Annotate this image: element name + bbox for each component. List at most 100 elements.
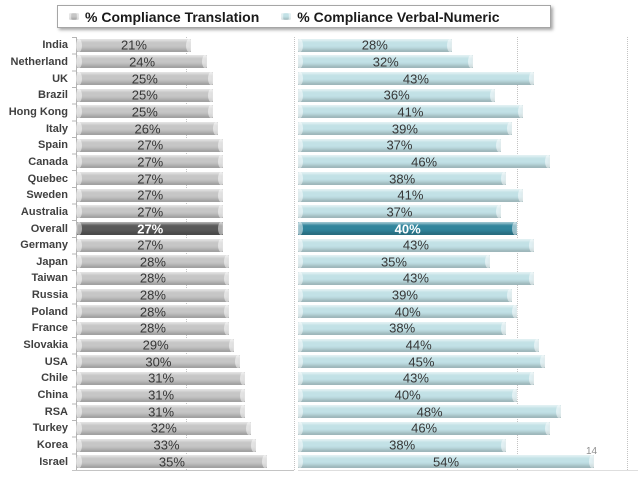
category-axis-line [76, 37, 77, 470]
translation-bar: 27% [75, 188, 225, 202]
verbal-numeric-bar: 43% [297, 271, 535, 285]
verbal-numeric-bar: 46% [296, 154, 552, 170]
bar-value-label: 27% [137, 137, 164, 153]
category-label: France [31, 322, 68, 335]
bar-value-label: 28% [139, 320, 166, 336]
verbal-numeric-bar: 44% [296, 337, 541, 353]
translation-bar: 27% [75, 238, 225, 252]
bar-value-label: 25% [131, 87, 158, 103]
verbal-numeric-series-swatch-icon [281, 13, 292, 20]
bar-cell: 27% [75, 154, 294, 171]
page-number: 14 [586, 446, 598, 457]
bar-value-label: 31% [148, 404, 175, 420]
category-label: Hong Kong [8, 105, 68, 118]
bar-cell: 39% [297, 287, 638, 304]
bar-value-label: 28% [139, 287, 166, 303]
bar-cell: 37% [297, 204, 638, 221]
verbal-numeric-bar: 32% [296, 55, 475, 69]
bar-value-label: 46% [411, 154, 438, 170]
verbal-numeric-bar: 54% [296, 454, 596, 470]
bar-value-label: 27% [137, 204, 164, 220]
bar-value-label: 44% [405, 337, 432, 353]
verbal-numeric-bar: 43% [297, 371, 535, 385]
bar-value-label: 27% [137, 171, 164, 187]
bar-value-label: 35% [158, 454, 185, 470]
chart-grid: India 21% 28% Netherland 24% 32% UK 25% 43% Brazi… [0, 37, 638, 470]
category-label: China [37, 389, 68, 402]
bar-cell: 28% [76, 254, 294, 271]
verbal-numeric-bar: 39% [297, 122, 513, 136]
bar-cell: 29% [75, 337, 294, 354]
translation-bar: 33% [75, 438, 258, 452]
bar-cell: 25% [76, 70, 294, 87]
bar-value-label: 31% [148, 387, 175, 403]
verbal-numeric-bar: 28% [297, 38, 453, 52]
translation-bar: 24% [75, 54, 209, 70]
category-axis-ticks [72, 37, 77, 471]
bar-value-label: 27% [137, 154, 164, 170]
bar-value-label: 29% [142, 337, 169, 353]
bar-value-label: 45% [408, 354, 435, 370]
bar-cell: 43% [297, 370, 638, 387]
category-label: Spain [38, 139, 68, 152]
category-label: Overall [30, 222, 68, 235]
verbal-numeric-bar: 48% [296, 404, 563, 420]
bar-value-label: 40% [394, 387, 421, 403]
bar-cell: 48% [296, 403, 638, 420]
bar-cell: 43% [297, 270, 638, 287]
bar-cell: 27% [75, 137, 294, 154]
bar-value-label: 24% [129, 54, 156, 70]
bar-cell: 36% [296, 87, 638, 104]
bar-cell: 31% [75, 387, 294, 404]
bar-cell: 37% [297, 137, 638, 154]
bar-cell: 25% [76, 104, 294, 121]
bar-value-label: 32% [150, 420, 177, 436]
verbal-numeric-bar: 41% [297, 187, 524, 203]
translation-bar: 35% [76, 454, 268, 470]
bar-value-label: 48% [416, 404, 443, 420]
bar-value-label: 37% [386, 137, 413, 153]
bar-cell: 46% [296, 154, 638, 171]
translation-axis-baseline [72, 470, 294, 471]
bar-cell: 40% [296, 220, 638, 237]
verbal-numeric-bar: 43% [297, 72, 535, 86]
translation-bar: 25% [76, 71, 214, 87]
bar-value-label: 25% [131, 71, 158, 87]
gridline [185, 37, 187, 470]
bar-cell: 41% [297, 104, 638, 121]
verbal-numeric-bar: 41% [297, 105, 524, 119]
gridline [294, 37, 295, 470]
bar-value-label: 54% [433, 454, 460, 470]
bar-cell: 35% [297, 254, 638, 271]
verbal-numeric-bar: 37% [297, 137, 502, 153]
category-label: Italy [45, 122, 68, 135]
category-label: Australia [20, 205, 68, 218]
bar-cell: 25% [76, 87, 294, 104]
translation-bar: 30% [76, 355, 241, 369]
bar-cell: 43% [297, 70, 638, 87]
bar-cell: 30% [76, 353, 294, 370]
verbal-numeric-bar: 37% [297, 205, 502, 219]
translation-bar: 31% [75, 371, 247, 385]
bar-cell: 27% [75, 204, 294, 221]
category-label: Chile [41, 372, 68, 385]
category-label: Japan [36, 255, 68, 268]
bar-cell: 38% [296, 437, 638, 454]
chart-area: India 21% 28% Netherland 24% 32% UK 25% 43% Brazi… [0, 37, 638, 471]
translation-bar: 28% [76, 305, 230, 319]
translation-bar: 31% [75, 404, 247, 420]
bar-cell: 38% [296, 170, 638, 187]
bar-value-label: 41% [397, 187, 424, 203]
bar-cell: 31% [75, 403, 294, 420]
bar-value-label: 25% [131, 104, 158, 120]
bar-value-label: 36% [383, 87, 410, 103]
bar-cell: 32% [296, 54, 638, 71]
category-label: Israel [39, 455, 68, 468]
bar-value-label: 28% [139, 254, 166, 270]
bar-cell: 40% [296, 303, 638, 320]
translation-bar: 25% [76, 104, 214, 120]
bar-cell: 40% [296, 387, 638, 404]
translation-bar: 26% [75, 122, 220, 136]
category-label: Canada [28, 155, 68, 168]
